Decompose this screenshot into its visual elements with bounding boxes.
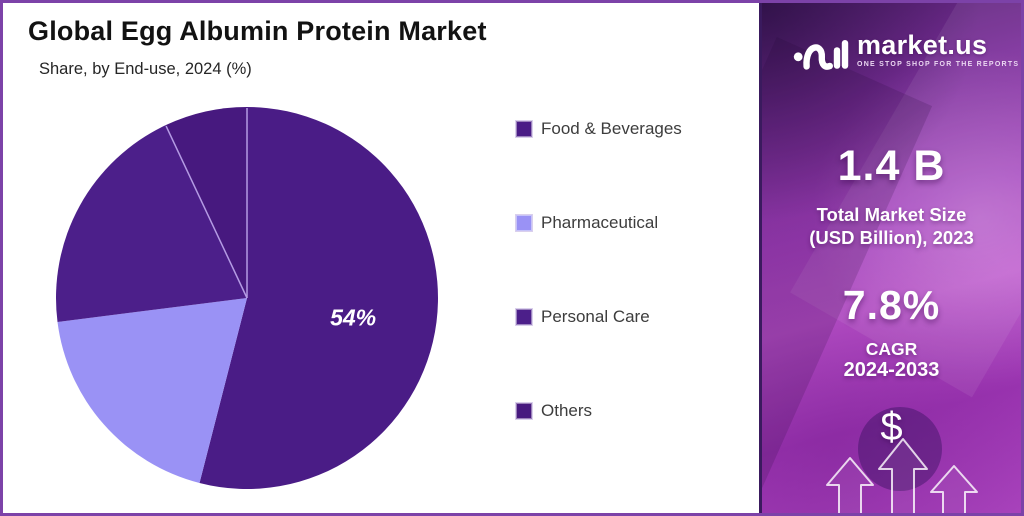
stat-cagr-period: 2024-2033 (843, 359, 940, 381)
legend-label: Pharmaceutical (541, 213, 659, 232)
up-arrow-icon (878, 438, 928, 513)
chart-panel: Global Egg Albumin Protein Market Share,… (3, 3, 759, 513)
stat-cagr-label: CAGR (865, 339, 918, 359)
dollar-circle (858, 407, 942, 491)
page-title: Global Egg Albumin Protein Market (28, 16, 487, 46)
legend-item-pharmaceutical: Pharmaceutical (516, 211, 682, 235)
stat-cagr-value: 7.8% (842, 282, 941, 328)
legend-swatch-icon (516, 309, 532, 325)
pie-slice-personal-care (55, 125, 247, 322)
legend-swatch-icon (516, 403, 532, 419)
pie-divider-line (165, 125, 248, 299)
legend-label: Personal Care (541, 307, 650, 326)
pie-slice-others (165, 107, 247, 298)
up-arrow-icon (826, 457, 874, 513)
stat-label-line: (USD Billion), 2023 (809, 227, 974, 248)
sidebar: market.us ONE STOP SHOP FOR THE REPORTS … (759, 3, 1021, 513)
pie-data-label: 54% (330, 304, 376, 330)
stat-label-line: Total Market Size (816, 204, 967, 225)
brand-logo: market.us ONE STOP SHOP FOR THE REPORTS (793, 31, 1019, 73)
brand-text: market.us ONE STOP SHOP FOR THE REPORTS (857, 30, 1020, 69)
legend: Food & Beverages Pharmaceutical Personal C… (516, 117, 682, 423)
dollar-icon: $ (880, 405, 903, 449)
up-arrow-icon (930, 465, 978, 513)
growth-arrows-icon (826, 438, 978, 513)
pie-slice-pharmaceutical (57, 298, 248, 483)
legend-label: Food & Beverages (541, 119, 682, 138)
legend-item-food-beverages: Food & Beverages (516, 117, 682, 141)
pie-chart: 54% (55, 107, 438, 489)
legend-swatch-icon (516, 121, 532, 137)
legend-item-personal-care: Personal Care (516, 305, 682, 329)
pie-slice-food-beverages (199, 107, 438, 489)
legend-item-others: Others (516, 399, 682, 423)
stat-market-size-value: 1.4 B (837, 142, 946, 190)
brand-name: market.us (857, 30, 988, 60)
logo-mark-icon (793, 40, 849, 70)
legend-swatch-icon (516, 215, 532, 231)
page-subtitle: Share, by End-use, 2024 (%) (39, 60, 252, 78)
brand-tagline: ONE STOP SHOP FOR THE REPORTS (857, 61, 1020, 69)
stat-market-size-label: Total Market Size (USD Billion), 2023 (762, 203, 1021, 249)
legend-label: Others (541, 401, 593, 420)
